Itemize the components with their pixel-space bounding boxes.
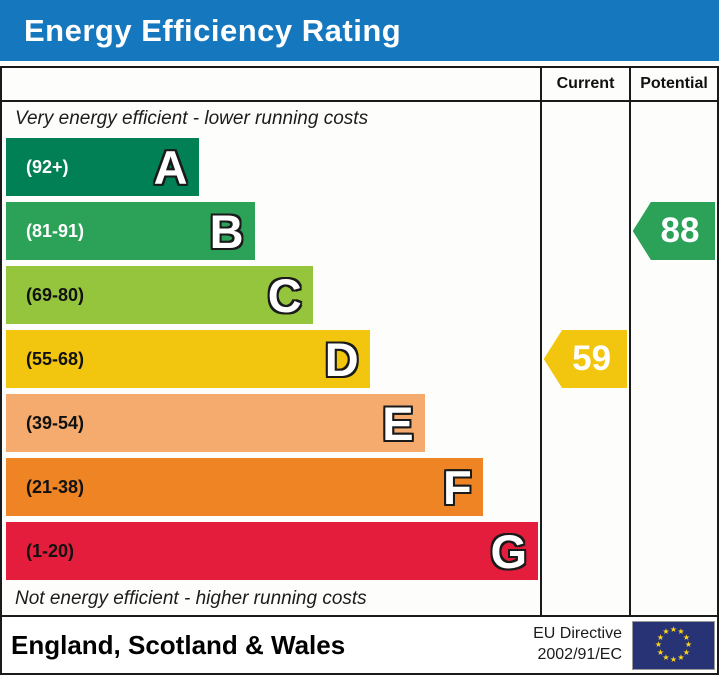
arrow-row [631, 455, 717, 519]
column-divider [629, 102, 631, 615]
eu-star-icon: ★ [682, 647, 691, 657]
eu-star-icon: ★ [682, 632, 691, 642]
band-letter: F [442, 460, 472, 514]
current-column-header: Current [556, 75, 615, 92]
band-bar: (39-54) E [6, 394, 425, 452]
top-caption: Very energy efficient - lower running co… [15, 107, 369, 129]
band-letter: G [490, 524, 528, 578]
arrow-row: 59 [542, 327, 629, 391]
title-bar: Energy Efficiency Rating [0, 0, 719, 61]
column-divider [540, 68, 542, 100]
band-range-label: (69-80) [26, 284, 85, 305]
band-bar: (55-68) D [6, 330, 370, 388]
band-row: (55-68) D [2, 327, 540, 391]
arrow-row [631, 135, 717, 199]
eu-directive-line1: EU Directive [533, 625, 622, 643]
band-bar: (21-38) F [6, 458, 483, 516]
current-arrow-stack: 59 [542, 102, 629, 615]
current-arrow: 59 [543, 330, 628, 388]
band-letter: E [382, 396, 414, 450]
arrow-row [631, 519, 717, 583]
band-range-label: (81-91) [26, 220, 85, 241]
band-bar: (92+) A [6, 138, 199, 196]
eu-star-icon: ★ [656, 632, 665, 642]
potential-arrow-stack: 88 [631, 102, 717, 615]
arrow-row [542, 455, 629, 519]
arrow-row [542, 519, 629, 583]
arrow-row [542, 263, 629, 327]
bands: (92+) A (81-91) B (69-80) C (55-68) D (3… [2, 135, 540, 583]
rating-scale: Very energy efficient - lower running co… [2, 102, 540, 615]
eu-directive-line2: 2002/91/EC [537, 646, 622, 663]
band-row: (39-54) E [2, 391, 540, 455]
eu-star-icon: ★ [669, 655, 678, 664]
eu-flag-icon: ★ ★ ★ ★ ★ ★ ★ ★ ★ ★ ★ ★ [632, 620, 715, 670]
band-row: (1-20) G [2, 519, 540, 583]
band-letter: C [267, 268, 302, 322]
eu-star-icon: ★ [654, 640, 663, 649]
band-bar: (1-20) G [6, 522, 539, 580]
chart-header-cell [2, 68, 540, 100]
band-row: (21-38) F [2, 455, 540, 519]
band-letter: B [209, 204, 244, 258]
band-range-label: (1-20) [26, 540, 75, 561]
table-header-row: Current Potential [2, 68, 717, 102]
band-range-label: (39-54) [26, 412, 85, 433]
column-divider [629, 68, 631, 100]
eu-star-icon: ★ [677, 652, 685, 662]
arrow-row [631, 327, 717, 391]
eu-star-icon: ★ [669, 625, 678, 634]
band-range-label: (92+) [26, 156, 69, 177]
eu-star-icon: ★ [684, 640, 693, 649]
band-range-label: (21-38) [26, 476, 85, 497]
band-letter: A [153, 140, 188, 194]
band-range-label: (55-68) [26, 348, 85, 369]
region-label: England, Scotland & Wales [11, 629, 346, 660]
bottom-caption: Not energy efficient - higher running co… [15, 588, 367, 609]
band-bar: (81-91) B [6, 202, 255, 260]
table-footer: England, Scotland & Wales EU Directive 2… [2, 615, 717, 673]
band-letter: D [324, 332, 359, 386]
eu-star-icon: ★ [662, 652, 670, 662]
band-row: (92+) A [2, 135, 540, 199]
arrow-row: 88 [631, 199, 717, 263]
title-gap [0, 61, 719, 66]
epc-table: Current Potential Very energy efficient … [0, 66, 719, 675]
potential-column-header: Potential [640, 75, 708, 92]
eu-star-icon: ★ [677, 627, 685, 636]
arrow-row [631, 391, 717, 455]
column-divider [540, 102, 542, 615]
page-title: Energy Efficiency Rating [24, 12, 402, 48]
eu-directive-label: EU Directive 2002/91/EC [533, 624, 622, 666]
eu-star-icon: ★ [662, 627, 670, 636]
arrow-row [631, 263, 717, 327]
stack-spacer [542, 102, 629, 135]
band-row: (81-91) B [2, 199, 540, 263]
table-body-row: Very energy efficient - lower running co… [2, 102, 717, 615]
band-row: (69-80) C [2, 263, 540, 327]
potential-arrow: 88 [632, 202, 716, 260]
arrow-row [542, 199, 629, 263]
arrow-row [542, 391, 629, 455]
arrow-row [542, 135, 629, 199]
band-bar: (69-80) C [6, 266, 313, 324]
stack-spacer [631, 102, 717, 135]
eu-star-icon: ★ [656, 647, 665, 657]
